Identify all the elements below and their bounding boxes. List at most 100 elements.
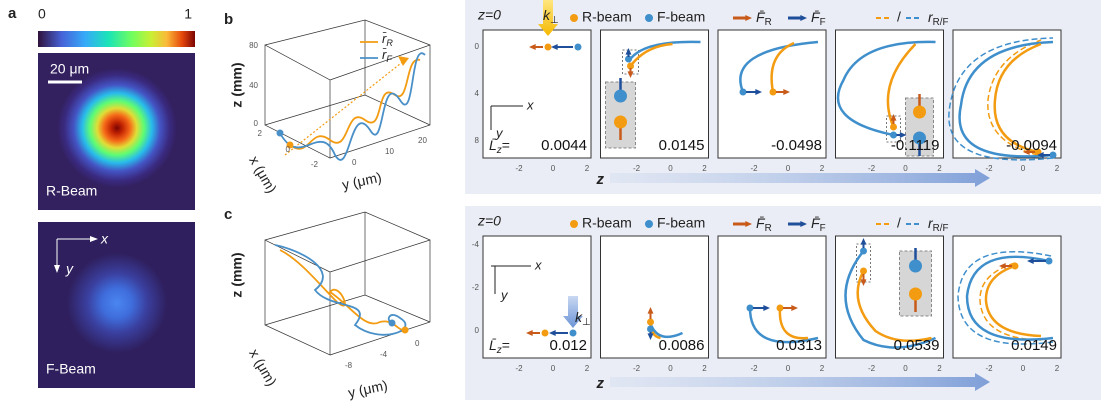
subplot: -202-0.0094 [949,30,1061,173]
beam-dot [860,268,867,275]
panel-label: c [224,206,232,223]
inset-dot [614,90,627,103]
lz-value: 0.0145 [659,137,705,154]
tick-label: 2 [1055,164,1060,173]
tick-label: 2 [937,364,942,373]
panel-label: a [8,5,17,22]
subscript: R [765,17,772,28]
lz-value: -0.0094 [1006,137,1057,154]
tick-label: 0 [668,364,673,373]
tick-label: -4 [380,350,388,359]
tick-label: 2 [937,164,942,173]
start-label: z=0 [477,213,501,229]
axis-label: y (μm) [347,377,389,401]
axis-label: x [534,257,542,272]
tick-label: 0 [1021,364,1026,373]
trajectory-axis [285,60,405,155]
legend-subscript: F [386,54,392,64]
tick-label: -4 [472,240,480,249]
tick-label: -8 [345,361,353,370]
lz-value: 0.0539 [894,337,940,354]
beam-dot [545,44,552,51]
subscript: ⊥ [550,15,559,26]
tick-label: 80 [249,41,258,50]
tick-label: 0 [786,164,791,173]
beam-dot [570,330,577,337]
tick-label: -2 [868,164,876,173]
legend-label: R-beam [582,9,632,25]
tick-label: 0 [1021,164,1026,173]
tick-label: 0 [286,145,291,154]
lz-value: 0.0149 [1011,337,1057,354]
beam-dot [647,319,654,326]
tick-label: -2 [515,164,523,173]
tick-label: 2 [702,164,707,173]
beam-dot [860,248,867,255]
tick-label: -2 [985,364,993,373]
r-point [402,327,409,334]
subscript: ⊥ [582,317,591,328]
tick-label: 0 [475,326,480,335]
tick-label: -2 [868,364,876,373]
beam-dot [647,326,654,333]
axis-label: x [526,97,534,112]
lz-value: 0.012 [549,337,587,354]
beam-dot [542,330,549,337]
tick-label: 2 [702,364,707,373]
axis-label: x [100,231,109,247]
suffix: = [502,337,510,353]
legend-label: R-beam [582,215,632,231]
tick-label: -2 [633,164,641,173]
tick-label: 8 [475,136,480,145]
tick-label: 0 [254,119,259,128]
subplot: -2 0 2 0.0539 [836,236,944,373]
legend-item: r̄R [382,31,393,48]
legend-label: F-beam [657,215,705,231]
lz-value: 0.0086 [659,337,705,354]
z-arrow-label: z [596,171,605,188]
f-beam-spot [67,253,167,353]
tick-label: 40 [249,81,258,90]
tick-label: 2 [258,129,263,138]
tick-label: 0 [903,364,908,373]
image-label: F-Beam [46,361,96,377]
scale-bar-label: 20 μm [50,61,89,77]
suffix: = [502,137,510,153]
start-label: z=0 [477,7,501,23]
tick-label: 4 [475,89,480,98]
tick-label: 2 [585,164,590,173]
legend-separator: / [897,9,901,25]
tick-label: 2 [585,364,590,373]
subscript: R/F [933,223,949,234]
legend-item: r̄F [382,47,392,64]
panel-b: b r̄R r̄F 80 40 0 2 0 -2 0 10 20 z (mm) … [224,11,430,196]
tick-label: 0 [415,339,420,348]
axis-label: y (μm) [341,169,383,193]
tick-label: 10 [385,147,394,156]
subplot: -2020.0149 [953,236,1061,373]
legend-separator: / [897,215,901,231]
panel-label: b [224,11,233,28]
inset-dot [913,106,926,119]
axis-label: z (mm) [229,252,245,297]
box-3d [265,212,430,355]
r-trajectory [290,60,420,149]
colorbar-min: 0 [38,6,46,22]
beam-dot [770,89,777,96]
f-point [389,320,396,327]
beam-dot [1012,263,1019,270]
tick-label: -2 [633,364,641,373]
panel-a: a 0 1 20 μm R-Beam x y F-Beam [8,5,195,388]
subplot: -202-0.1119 [836,30,944,173]
tick-label: -2 [515,364,523,373]
subplot: -2 0 2 0.0086 [601,236,709,373]
beam-dot [740,89,747,96]
tick-label: 20 [418,136,427,145]
legend-dot [570,220,578,228]
legend-dot [645,220,653,228]
tick-label: 0 [903,164,908,173]
tick-label: 0 [786,364,791,373]
colorbar-max: 1 [184,6,192,22]
